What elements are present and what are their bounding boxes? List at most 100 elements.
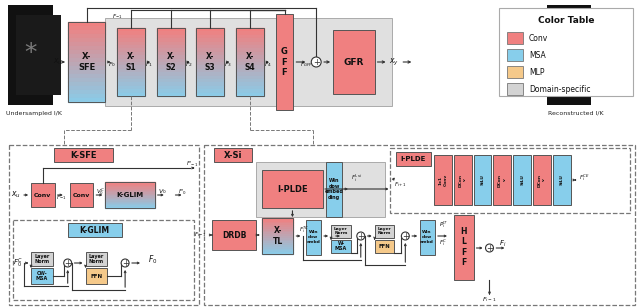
Text: Conv: Conv bbox=[35, 192, 52, 197]
Bar bbox=[106, 186, 155, 187]
Bar bbox=[262, 252, 294, 254]
Bar bbox=[106, 182, 155, 208]
Bar bbox=[196, 93, 224, 96]
Bar bbox=[454, 155, 472, 205]
Bar bbox=[554, 12, 598, 92]
Text: Win
dow
embd: Win dow embd bbox=[420, 230, 434, 244]
Bar bbox=[196, 75, 224, 79]
Bar bbox=[236, 62, 264, 65]
Bar bbox=[212, 220, 256, 250]
Bar bbox=[236, 59, 264, 62]
Bar bbox=[236, 35, 264, 38]
Text: MSA: MSA bbox=[529, 51, 546, 59]
Bar bbox=[68, 26, 106, 30]
Bar bbox=[434, 155, 452, 205]
Bar bbox=[196, 48, 224, 52]
Bar bbox=[157, 62, 184, 65]
Text: H
L
F
F: H L F F bbox=[461, 227, 467, 267]
Bar bbox=[236, 69, 264, 72]
Bar bbox=[454, 215, 474, 280]
Bar bbox=[117, 42, 145, 45]
Bar bbox=[106, 198, 155, 199]
Text: I-PLDE: I-PLDE bbox=[401, 156, 426, 162]
Text: $F'_{-1}$: $F'_{-1}$ bbox=[186, 160, 198, 168]
Bar bbox=[262, 220, 294, 221]
Bar bbox=[117, 79, 145, 83]
Text: $F_i^C$: $F_i^C$ bbox=[439, 237, 447, 248]
Bar bbox=[236, 79, 264, 83]
Circle shape bbox=[357, 232, 365, 240]
Bar bbox=[262, 225, 294, 227]
Bar bbox=[326, 162, 342, 217]
Bar bbox=[31, 268, 53, 284]
Bar bbox=[68, 34, 106, 38]
Bar bbox=[262, 218, 294, 254]
Bar bbox=[256, 162, 385, 217]
Text: $F_0^C$: $F_0^C$ bbox=[13, 256, 23, 270]
Bar bbox=[106, 191, 155, 192]
Text: Undersampled I/K: Undersampled I/K bbox=[6, 111, 62, 116]
Bar bbox=[196, 79, 224, 83]
Bar bbox=[307, 220, 321, 255]
Text: $x_u$: $x_u$ bbox=[53, 57, 63, 67]
Bar bbox=[196, 35, 224, 38]
Text: GFR: GFR bbox=[344, 58, 364, 67]
Text: Layer
Norm: Layer Norm bbox=[378, 227, 392, 235]
Text: $F_2$: $F_2$ bbox=[184, 61, 193, 69]
Bar bbox=[236, 86, 264, 89]
Bar bbox=[420, 220, 435, 255]
Bar bbox=[474, 155, 492, 205]
Bar bbox=[157, 93, 184, 96]
Bar bbox=[262, 227, 294, 229]
Bar bbox=[106, 187, 155, 188]
Bar bbox=[196, 72, 224, 75]
Bar bbox=[106, 190, 155, 191]
Text: $F_0$: $F_0$ bbox=[148, 254, 157, 266]
Bar bbox=[68, 94, 106, 98]
Bar bbox=[68, 70, 106, 74]
Bar bbox=[31, 252, 53, 266]
Bar bbox=[157, 55, 184, 59]
Bar bbox=[157, 75, 184, 79]
Bar bbox=[236, 28, 264, 96]
Bar bbox=[68, 66, 106, 70]
Bar bbox=[86, 252, 108, 266]
Bar bbox=[16, 15, 61, 95]
Bar bbox=[262, 233, 294, 234]
Bar bbox=[117, 65, 145, 69]
Bar bbox=[262, 238, 294, 240]
Bar bbox=[262, 247, 294, 249]
Bar bbox=[106, 196, 155, 198]
Bar bbox=[117, 62, 145, 65]
Bar bbox=[236, 55, 264, 59]
Bar bbox=[117, 72, 145, 75]
Text: $x_u$: $x_u$ bbox=[12, 190, 21, 200]
Bar bbox=[236, 93, 264, 96]
Bar bbox=[157, 89, 184, 93]
Circle shape bbox=[64, 259, 72, 267]
Bar bbox=[8, 5, 53, 105]
Bar bbox=[68, 58, 106, 62]
Text: $F_4$: $F_4$ bbox=[264, 61, 272, 69]
Bar bbox=[157, 52, 184, 55]
Text: I-PLDE: I-PLDE bbox=[277, 184, 308, 193]
Text: $F_3$: $F_3$ bbox=[224, 61, 232, 69]
Text: K-SFE: K-SFE bbox=[70, 151, 97, 160]
Bar bbox=[68, 62, 106, 66]
Text: 1x1
Conv: 1x1 Conv bbox=[438, 174, 447, 186]
Bar bbox=[331, 240, 351, 253]
Bar bbox=[157, 28, 184, 96]
Text: Layer
Norm: Layer Norm bbox=[334, 227, 348, 235]
Text: $V_0^C$: $V_0^C$ bbox=[96, 187, 105, 197]
Bar bbox=[106, 188, 155, 190]
Bar bbox=[374, 225, 394, 238]
Text: DCon
v: DCon v bbox=[498, 173, 507, 187]
Text: DRDB: DRDB bbox=[222, 230, 246, 240]
Bar bbox=[374, 240, 394, 253]
Bar bbox=[68, 74, 106, 78]
Bar bbox=[68, 98, 106, 102]
Bar bbox=[236, 42, 264, 45]
Bar bbox=[68, 22, 106, 102]
Bar bbox=[196, 31, 224, 35]
Bar bbox=[236, 65, 264, 69]
